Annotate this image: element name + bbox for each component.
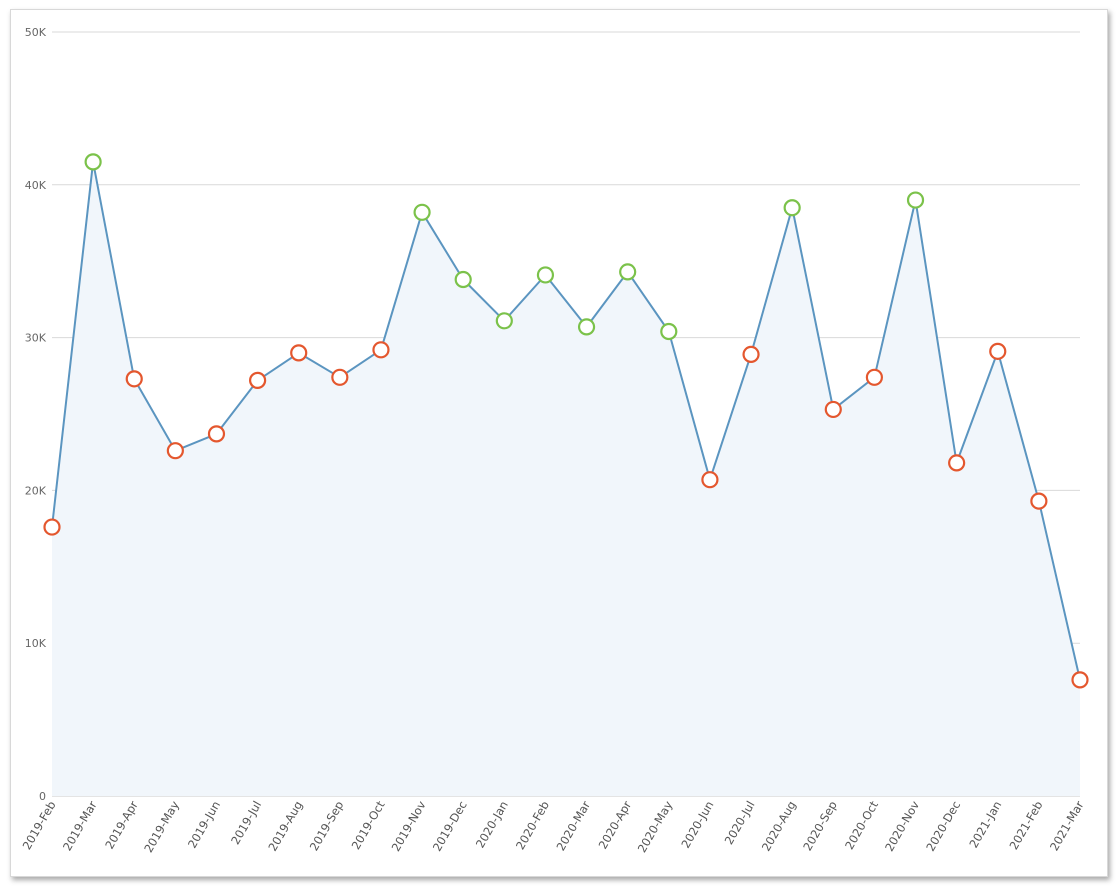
x-tick-label: 2019-Feb xyxy=(20,799,59,853)
data-point-2020-Jan[interactable] xyxy=(495,312,513,330)
data-point-2020-Nov[interactable] xyxy=(906,191,925,209)
data-point-2020-Apr[interactable] xyxy=(619,263,637,281)
area-fill xyxy=(52,161,1080,796)
x-tick-label: 2020-Oct xyxy=(842,798,881,852)
data-point-2020-Mar[interactable] xyxy=(577,318,596,336)
data-point-2020-May[interactable] xyxy=(660,322,678,341)
y-tick-label: 50K xyxy=(25,26,47,39)
x-tick-label: 2019-Mar xyxy=(60,798,100,853)
x-tick-label: 2020-Feb xyxy=(513,799,552,853)
x-tick-label: 2020-Apr xyxy=(596,798,635,851)
x-tick-label: 2020-Nov xyxy=(882,798,922,854)
x-tick-label: 2020-Sep xyxy=(800,799,840,854)
data-point-2021-Feb[interactable] xyxy=(1030,492,1048,510)
data-point-2020-Feb[interactable] xyxy=(536,266,555,284)
data-point-2020-Jul[interactable] xyxy=(742,345,760,364)
y-tick-label: 0 xyxy=(39,790,46,803)
x-tick-label: 2019-Sep xyxy=(307,799,347,854)
data-point-2020-Jun[interactable] xyxy=(701,471,719,489)
x-tick-label: 2020-Jun xyxy=(678,799,716,851)
data-point-2019-Dec[interactable] xyxy=(454,270,472,289)
data-point-2019-Apr[interactable] xyxy=(125,370,143,388)
x-tick-label: 2019-Oct xyxy=(349,798,388,852)
x-tick-label: 2020-Dec xyxy=(923,799,963,854)
x-tick-label: 2020-Jan xyxy=(473,799,511,851)
x-tick-label: 2020-Jul xyxy=(722,799,758,848)
data-point-2019-Jun[interactable] xyxy=(207,425,226,443)
series-line xyxy=(51,160,1081,681)
data-point-2019-Nov[interactable] xyxy=(413,203,431,221)
x-tick-label: 2020-May xyxy=(635,798,676,855)
x-tick-label: 2020-Mar xyxy=(553,798,593,853)
x-tick-label: 2019-Aug xyxy=(265,799,305,854)
x-tick-label: 2019-Apr xyxy=(102,798,141,851)
y-tick-label: 30K xyxy=(25,332,47,345)
x-tick-label: 2020-Aug xyxy=(759,799,799,854)
x-tick-label: 2019-Jul xyxy=(228,799,264,848)
x-tick-label: 2019-Nov xyxy=(389,798,429,854)
x-axis: 2019-Feb 2019-Mar 2019-Apr 2019-May 2019-Jun… xyxy=(20,798,1087,855)
data-point-2019-Sep[interactable] xyxy=(331,368,349,386)
x-tick-label: 2021-Mar xyxy=(1047,798,1087,853)
y-tick-label: 10K xyxy=(25,637,47,650)
data-point-2020-Oct[interactable] xyxy=(865,368,884,386)
data-point-2019-Aug[interactable] xyxy=(290,344,308,362)
data-point-2019-Mar[interactable] xyxy=(84,153,102,171)
data-point-2020-Aug[interactable] xyxy=(783,199,801,217)
data-point-2020-Dec[interactable] xyxy=(948,454,966,472)
data-point-2019-Feb[interactable] xyxy=(43,518,61,536)
data-point-2021-Mar[interactable] xyxy=(1071,671,1089,689)
x-tick-label: 2019-Dec xyxy=(430,799,470,854)
x-tick-label: 2021-Feb xyxy=(1006,799,1045,853)
y-axis: 0 10K 20K 30K 40K 50K xyxy=(25,26,47,803)
data-point-2019-Oct[interactable] xyxy=(372,341,390,359)
y-tick-label: 20K xyxy=(25,484,47,497)
data-point-2021-Jan[interactable] xyxy=(989,342,1007,360)
x-tick-label: 2021-Jan xyxy=(966,799,1004,851)
data-point-2019-Jul[interactable] xyxy=(249,371,267,389)
x-tick-label: 2019-Jun xyxy=(185,799,223,851)
data-markers xyxy=(43,153,1089,689)
data-point-2020-Sep[interactable] xyxy=(824,400,842,419)
y-tick-label: 40K xyxy=(25,179,47,192)
x-tick-label: 2019-May xyxy=(141,798,182,855)
data-point-2019-May[interactable] xyxy=(166,442,184,460)
